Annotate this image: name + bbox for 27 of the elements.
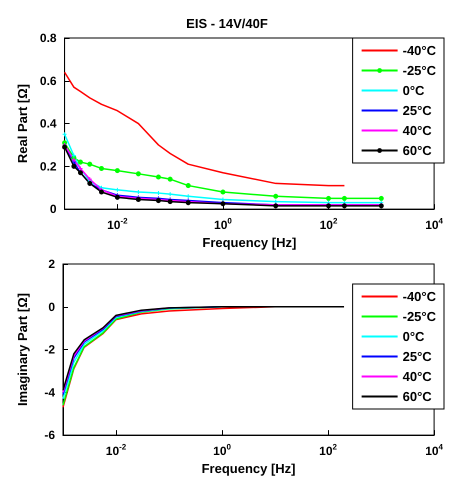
legend-label: 40°C — [402, 123, 432, 138]
y-tick-label: 0.4 — [40, 116, 57, 131]
legend-label: -25°C — [402, 63, 437, 78]
legend-label: -25°C — [402, 309, 437, 324]
legend-label: -40°C — [402, 289, 437, 304]
legend-label: -40°C — [402, 43, 437, 58]
x-axis-title: Frequency [Hz] — [202, 461, 296, 476]
y-axis-title: Real Part [Ω] — [15, 84, 30, 164]
y-tick-label: 2 — [48, 257, 56, 271]
y-tick-label: -2 — [44, 342, 56, 357]
legend-label: 0°C — [402, 329, 426, 344]
y-tick-label: 0 — [48, 300, 56, 314]
legend-label: 0°C — [402, 83, 426, 98]
chart-title: EIS - 14V/40F — [186, 16, 268, 31]
legend-label: 60°C — [402, 389, 432, 404]
y-tick-label: 0.6 — [40, 74, 57, 88]
y-tick-label: 0.8 — [40, 31, 57, 45]
y-tick-label: 0.2 — [40, 159, 57, 174]
legend-label: 40°C — [402, 369, 432, 384]
y-axis-title: Imaginary Part [Ω] — [15, 293, 30, 406]
legend-label: 25°C — [402, 103, 432, 118]
y-tick-label: 0 — [50, 202, 57, 216]
y-tick-label: -4 — [44, 385, 56, 400]
x-axis-title: Frequency [Hz] — [202, 235, 296, 250]
y-tick-label: -6 — [44, 428, 56, 442]
legend-label: 60°C — [402, 143, 432, 158]
legend-label: 25°C — [402, 349, 432, 364]
